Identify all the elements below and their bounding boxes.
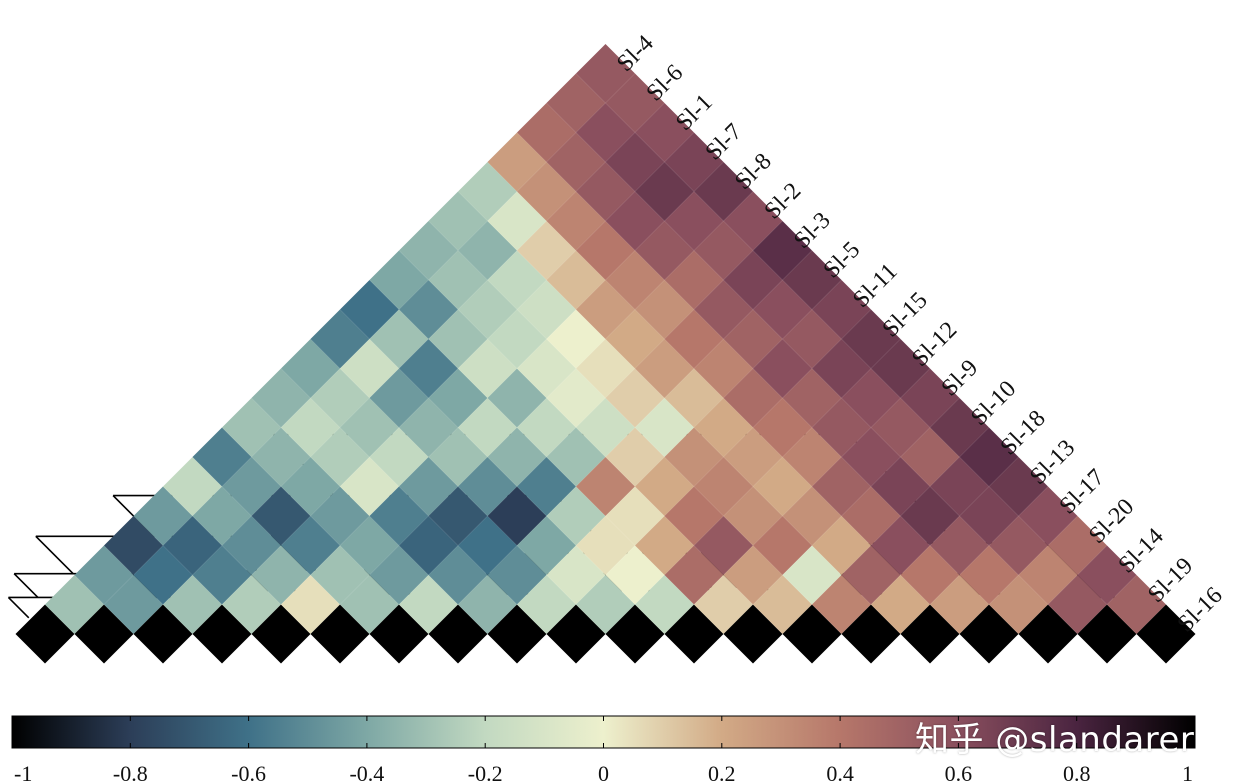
colorbar-tick-label: -0.4 <box>349 761 384 784</box>
dendrogram-branch <box>7 596 30 619</box>
colorbar-tick-label: 0.2 <box>708 761 736 784</box>
colorbar-tick-label: -0.6 <box>231 761 266 784</box>
heatmap-cell <box>1136 604 1196 664</box>
dendrogram-branch <box>35 535 74 575</box>
colorbar-tick-label: 0 <box>598 761 609 784</box>
colorbar-tick-label: 0.4 <box>826 761 854 784</box>
colorbar-tick-label: -0.8 <box>113 761 148 784</box>
colorbar-tick-label: 0.6 <box>945 761 973 784</box>
colorbar-bar <box>11 715 1196 749</box>
colorbar-tick-label: 1 <box>1182 761 1193 784</box>
colorbar-tick-label: -1 <box>14 761 32 784</box>
watermark: 知乎 @slandarer <box>915 720 1195 760</box>
colorbar-tick-label: -0.2 <box>468 761 503 784</box>
dendrogram-branch <box>13 573 39 598</box>
colorbar: -1 -0.8 -0.6 -0.4 -0.2 0 0.2 0.4 0.6 0.8 1 <box>11 715 1196 784</box>
colorbar-ticks: -1 -0.8 -0.6 -0.4 -0.2 0 0.2 0.4 0.6 0.8 1 <box>11 716 1196 784</box>
heatmap-cells <box>15 44 1196 664</box>
colorbar-tick-label: 0.8 <box>1063 761 1091 784</box>
